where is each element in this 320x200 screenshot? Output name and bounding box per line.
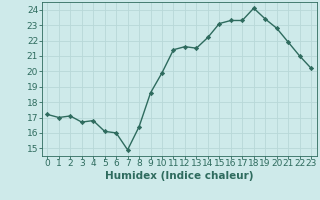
X-axis label: Humidex (Indice chaleur): Humidex (Indice chaleur) (105, 171, 253, 181)
